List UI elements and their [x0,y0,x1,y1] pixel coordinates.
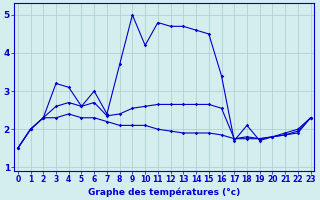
X-axis label: Graphe des températures (°c): Graphe des températures (°c) [88,187,240,197]
